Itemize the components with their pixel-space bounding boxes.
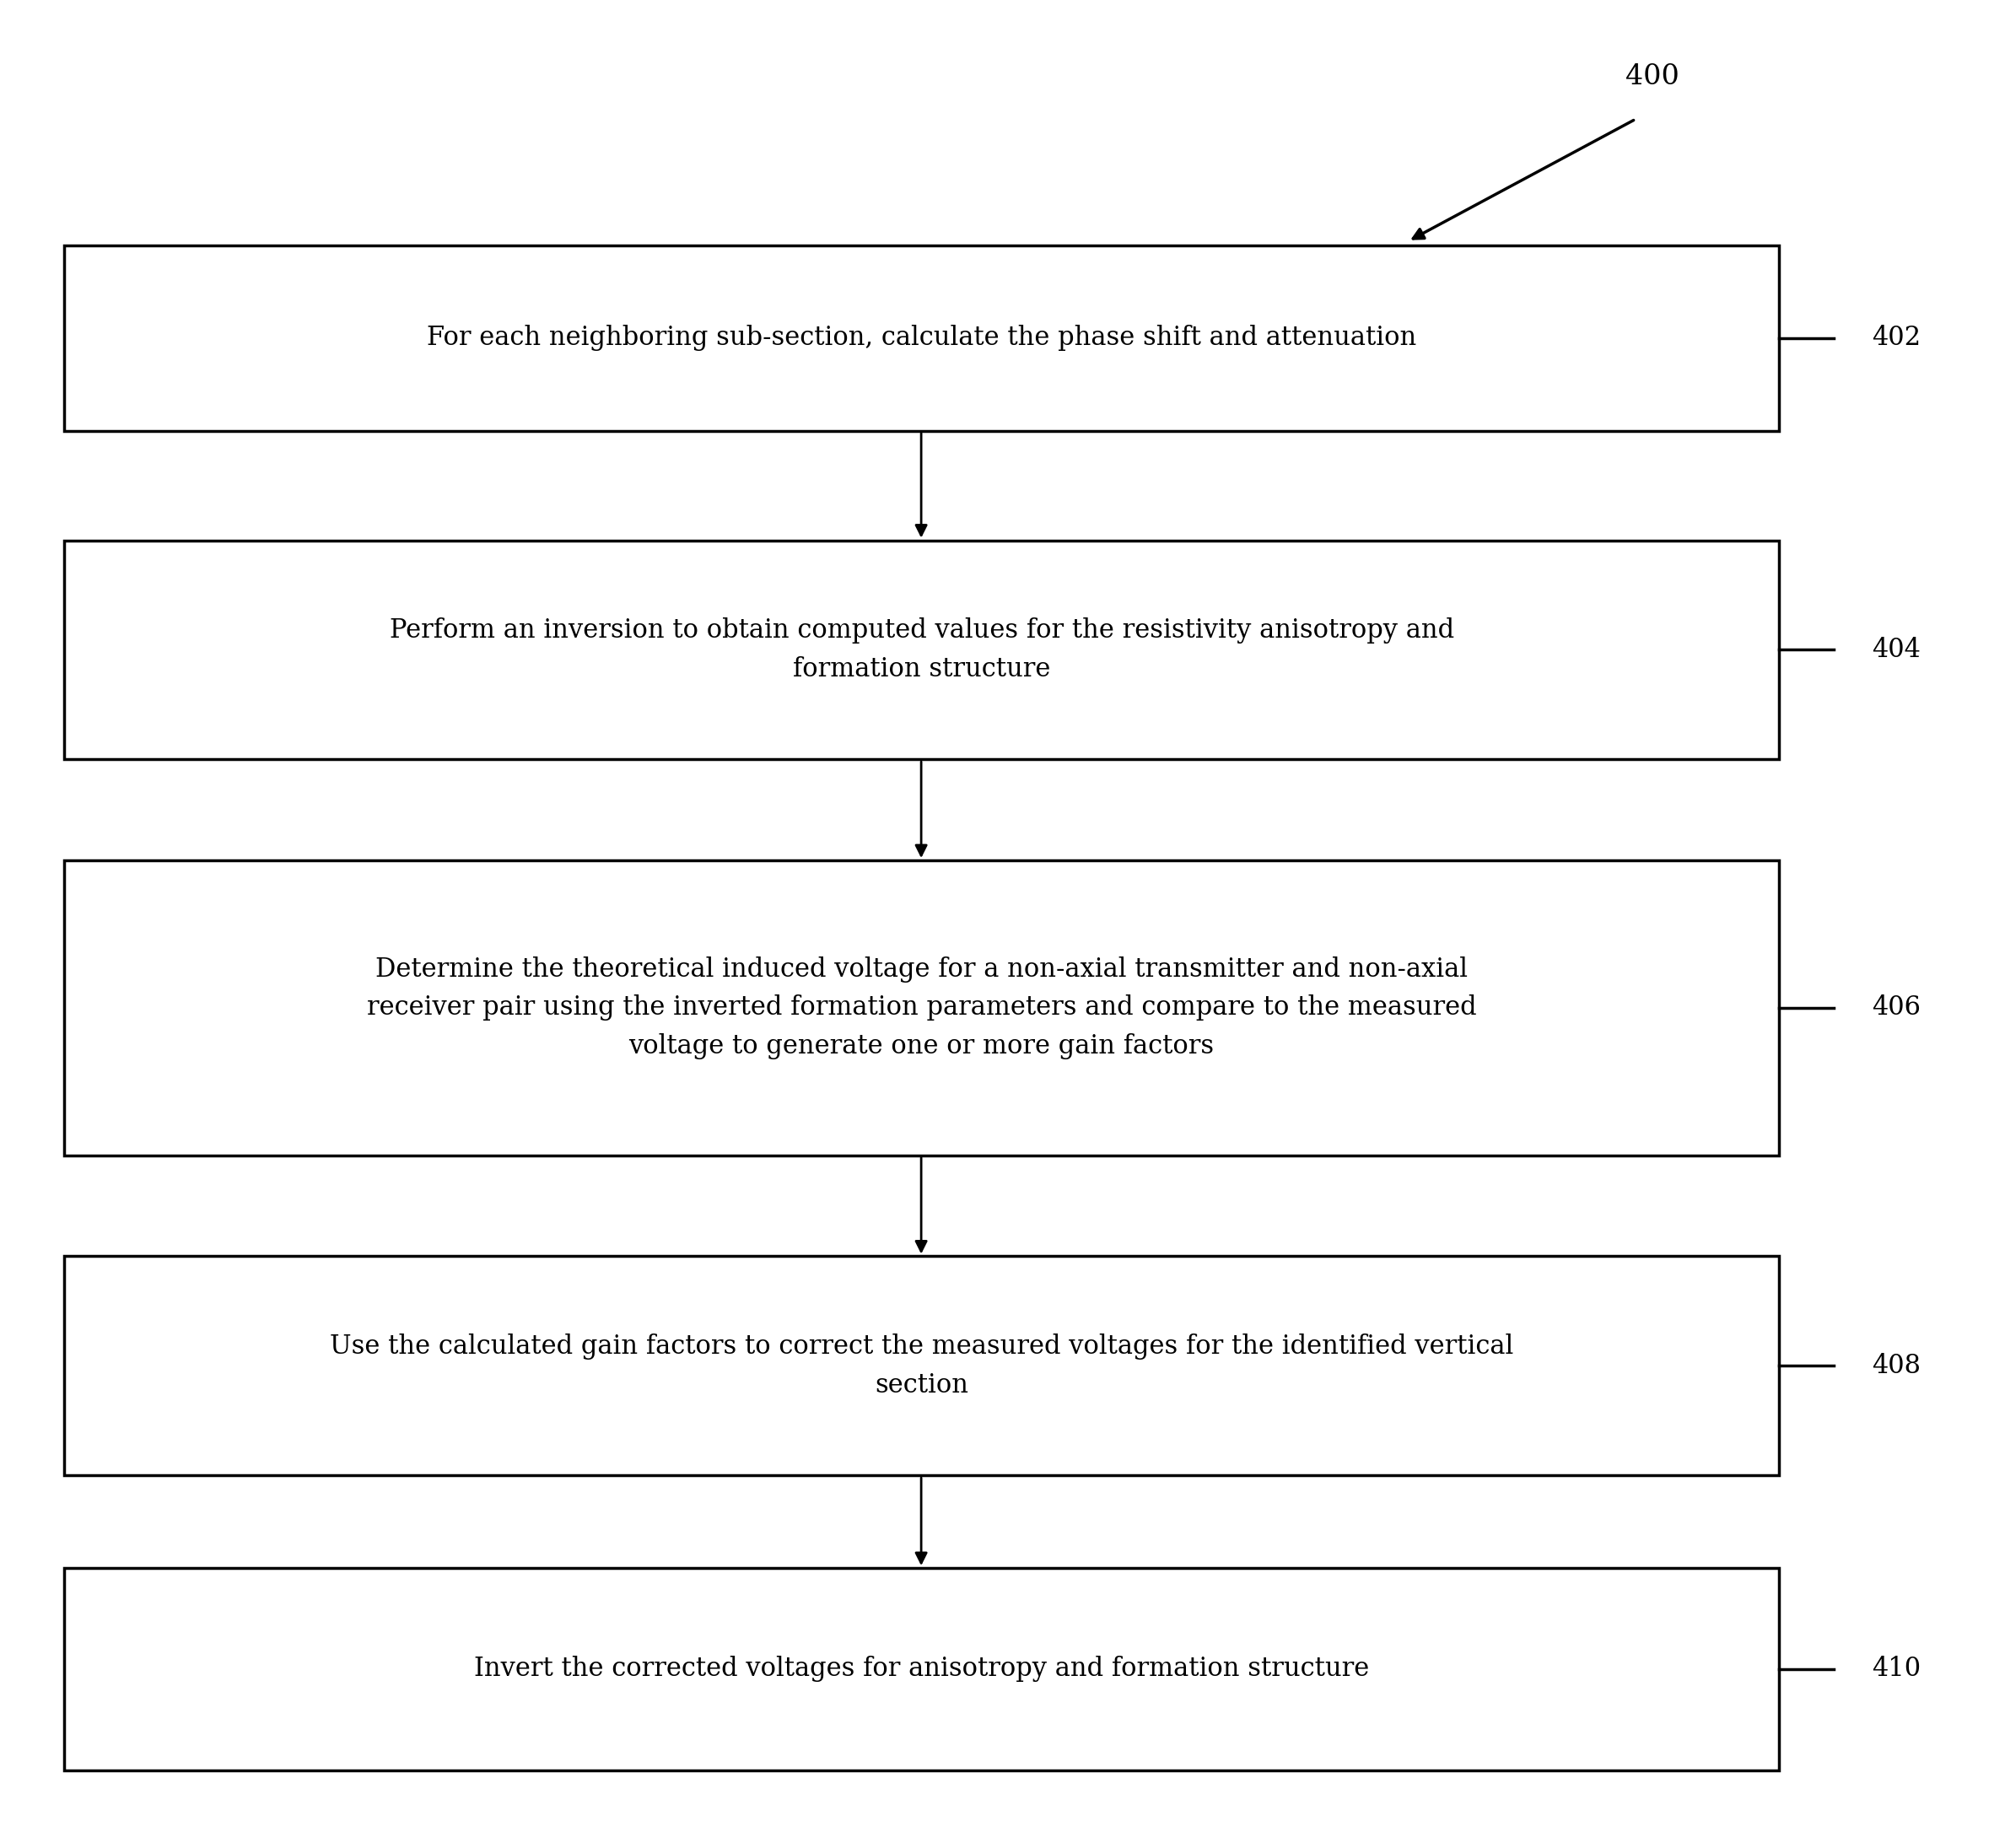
- Text: 400: 400: [1626, 63, 1680, 91]
- Text: Determine the theoretical induced voltage for a non-axial transmitter and non-ax: Determine the theoretical induced voltag…: [367, 957, 1476, 1059]
- Text: Invert the corrected voltages for anisotropy and formation structure: Invert the corrected voltages for anisot…: [473, 1656, 1369, 1682]
- Bar: [64, 1567, 1778, 1770]
- Text: 406: 406: [1871, 994, 1921, 1020]
- Text: 404: 404: [1871, 638, 1921, 663]
- Bar: [64, 861, 1778, 1155]
- Bar: [64, 1257, 1778, 1475]
- Text: 402: 402: [1871, 325, 1921, 351]
- Bar: [64, 246, 1778, 431]
- Text: For each neighboring sub-section, calculate the phase shift and attenuation: For each neighboring sub-section, calcul…: [427, 325, 1416, 351]
- Text: 410: 410: [1871, 1656, 1921, 1682]
- Text: Perform an inversion to obtain computed values for the resistivity anisotropy an: Perform an inversion to obtain computed …: [389, 617, 1454, 682]
- Text: 408: 408: [1871, 1353, 1921, 1379]
- Text: Use the calculated gain factors to correct the measured voltages for the identif: Use the calculated gain factors to corre…: [329, 1334, 1514, 1399]
- Bar: [64, 540, 1778, 760]
